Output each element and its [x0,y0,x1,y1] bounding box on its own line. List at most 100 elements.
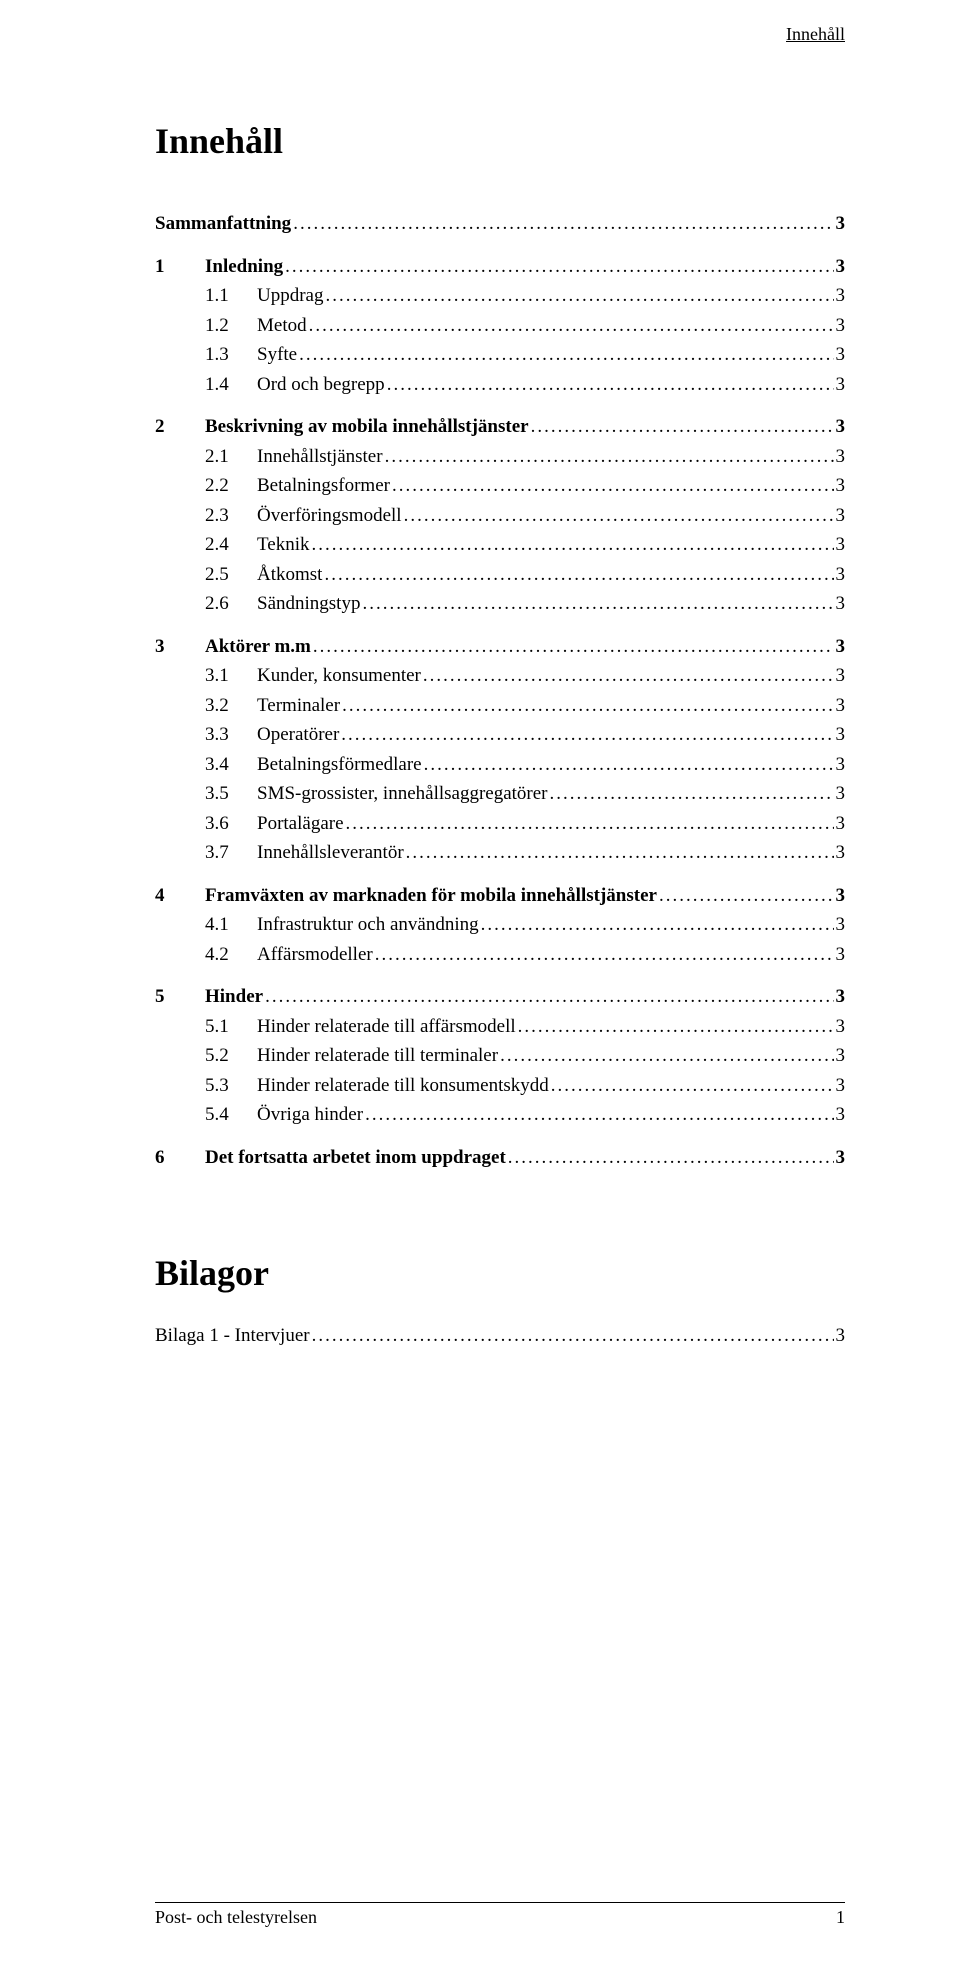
bilagor-title: Bilagor [155,1252,845,1294]
toc-leader [402,502,834,531]
toc-page: 3 [834,371,846,400]
toc-row: 3Aktörer m.m3 [155,633,845,662]
toc-page: 3 [834,692,846,721]
toc-number: 1 [155,253,205,282]
toc-number: 5.2 [205,1042,257,1071]
toc-leader [344,810,834,839]
toc-leader [323,282,833,311]
toc-row: 1.2Metod3 [155,312,845,341]
toc-row: 3.5SMS-grossister, innehållsaggregatörer… [155,780,845,809]
toc-number: 2 [155,413,205,442]
toc-row: 4.2Affärsmodeller3 [155,941,845,970]
toc-leader [340,692,833,721]
toc-page: 3 [834,590,846,619]
toc-page: 3 [834,751,846,780]
toc-text: Betalningsformer [257,472,390,501]
toc-row: 3.6Portalägare3 [155,810,845,839]
toc-row: 2.5Åtkomst3 [155,561,845,590]
toc-text: Infrastruktur och användning [257,911,479,940]
toc-row: Bilaga 1 - Intervjuer3 [155,1322,845,1351]
toc-row: 2.4Teknik3 [155,531,845,560]
toc-text: Hinder relaterade till affärsmodell [257,1013,516,1042]
toc-row: 2.1Innehållstjänster3 [155,443,845,472]
toc-leader [383,443,834,472]
toc-number: 3.1 [205,662,257,691]
toc-number: 4 [155,882,205,911]
toc-number: 1.1 [205,282,257,311]
toc-leader [529,413,834,442]
toc-text: Hinder relaterade till konsumentskydd [257,1072,549,1101]
toc-row: 4.1Infrastruktur och användning3 [155,911,845,940]
toc-row: 2.3Överföringsmodell3 [155,502,845,531]
toc-page: 3 [834,282,846,311]
toc-number: 2.5 [205,561,257,590]
toc-text: Bilaga 1 - Intervjuer [155,1322,310,1351]
toc-leader [339,721,833,750]
toc-row: 3.4Betalningsförmedlare3 [155,751,845,780]
toc-text: Innehållsleverantör [257,839,404,868]
toc-number: 1.3 [205,341,257,370]
toc-text: Åtkomst [257,561,322,590]
toc-leader [283,253,833,282]
toc-page: 3 [834,502,846,531]
toc-number: 2.6 [205,590,257,619]
toc-page: 3 [834,810,846,839]
toc-number: 2.4 [205,531,257,560]
toc-page: 3 [834,341,846,370]
toc-text: Överföringsmodell [257,502,402,531]
toc-number: 2.2 [205,472,257,501]
toc-row: 3.7Innehållsleverantör3 [155,839,845,868]
toc-page: 3 [834,721,846,750]
toc-text: Framväxten av marknaden för mobila inneh… [205,882,657,911]
toc-text: Beskrivning av mobila innehållstjänster [205,413,529,442]
page-title: Innehåll [155,120,845,162]
header-label: Innehåll [786,24,845,45]
toc-page: 3 [834,1042,846,1071]
toc-text: Metod [257,312,307,341]
toc-leader [385,371,834,400]
toc-leader [421,662,834,691]
footer-page-number: 1 [836,1907,845,1928]
toc-number: 3.7 [205,839,257,868]
toc-text: SMS-grossister, innehållsaggregatörer [257,780,548,809]
toc-page: 3 [834,210,846,239]
toc-leader [363,1101,833,1130]
toc-leader [360,590,833,619]
toc-row: 1.1Uppdrag3 [155,282,845,311]
toc-number: 1.2 [205,312,257,341]
toc-page: 3 [834,882,846,911]
toc-page: 3 [834,983,846,1012]
footer: Post- och telestyrelsen 1 [155,1902,845,1928]
toc-text: Inledning [205,253,283,282]
toc-text: Kunder, konsumenter [257,662,421,691]
toc-page: 3 [834,941,846,970]
toc-leader [310,1322,834,1351]
toc-text: Portalägare [257,810,344,839]
toc-row: 5.3Hinder relaterade till konsumentskydd… [155,1072,845,1101]
toc-leader [322,561,833,590]
toc-leader [422,751,834,780]
toc-text: Syfte [257,341,297,370]
toc-row: Sammanfattning 3 [155,210,845,239]
toc-text: Sammanfattning [155,210,291,239]
toc-leader [657,882,834,911]
table-of-contents: Sammanfattning31Inledning31.1Uppdrag31.2… [155,210,845,1172]
toc-text: Innehållstjänster [257,443,383,472]
toc-row: 5Hinder3 [155,983,845,1012]
toc-leader [549,1072,834,1101]
toc-number: 3.5 [205,780,257,809]
toc-text: Ord och begrepp [257,371,385,400]
toc-page: 3 [834,633,846,662]
toc-text: Sändningstyp [257,590,360,619]
toc-number: 5.1 [205,1013,257,1042]
toc-leader [516,1013,834,1042]
toc-page: 3 [834,1013,846,1042]
toc-leader [263,983,833,1012]
toc-row: 2Beskrivning av mobila innehållstjänster… [155,413,845,442]
toc-leader [373,941,834,970]
toc-page: 3 [834,472,846,501]
toc-number: 2.1 [205,443,257,472]
toc-text: Affärsmodeller [257,941,373,970]
toc-number: 3 [155,633,205,662]
toc-number: 4.1 [205,911,257,940]
